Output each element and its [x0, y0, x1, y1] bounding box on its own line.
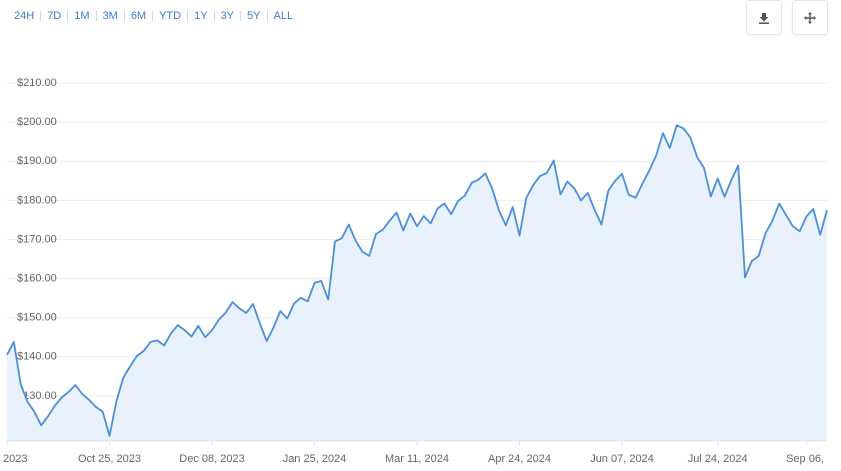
line	[6, 124, 828, 437]
x-tick-label: Oct 25, 2023	[78, 453, 141, 465]
x-tick-label: Dec 08, 2023	[179, 453, 244, 465]
range-button[interactable]: 1M	[74, 10, 90, 22]
separator	[266, 11, 268, 21]
separator	[240, 11, 242, 21]
separator	[123, 11, 125, 21]
y-tick-label: $150.00	[17, 312, 57, 324]
separator	[67, 11, 69, 21]
separator	[40, 11, 42, 21]
x-tick-label: 2023	[3, 453, 27, 465]
range-button[interactable]: 3M	[102, 10, 118, 22]
x-tick-label: Jan 25, 2024	[283, 453, 347, 465]
x-tick-label: Mar 11, 2024	[385, 453, 449, 465]
range-button[interactable]: ALL	[273, 10, 294, 22]
separator	[95, 11, 97, 21]
area	[7, 125, 827, 441]
range-selector: 24H 7D 1M 3M 6M YTD 1Y 3Y 5Y ALL	[8, 10, 299, 22]
range-button[interactable]: 6M	[130, 10, 147, 22]
separator	[152, 11, 154, 21]
y-tick-label: $210.00	[17, 77, 57, 89]
x-tick-label: Sep 06,	[786, 453, 824, 465]
range-button[interactable]: 3Y	[220, 10, 235, 22]
x-tick-label: Apr 24, 2024	[488, 453, 551, 465]
range-button[interactable]: 7D	[47, 10, 62, 22]
range-button[interactable]: 24H	[14, 10, 35, 22]
download-button[interactable]	[746, 0, 782, 35]
y-tick-label: $190.00	[17, 155, 57, 167]
x-tick-label: Jul 24, 2024	[688, 453, 748, 465]
y-tick-label: $170.00	[17, 233, 57, 245]
move-icon	[804, 11, 816, 24]
y-tick-label: $160.00	[17, 272, 57, 284]
y-tick-label: $180.00	[17, 194, 57, 206]
range-button[interactable]: 5Y	[247, 10, 261, 22]
y-tick-label: $200.00	[17, 116, 57, 128]
download-icon	[759, 12, 769, 24]
separator	[187, 11, 189, 21]
x-tick-label: Jun 07, 2024	[590, 453, 654, 465]
range-button[interactable]: 1Y	[194, 10, 208, 22]
separator	[213, 11, 215, 21]
move-button[interactable]	[792, 0, 828, 35]
range-button[interactable]: YTD	[159, 10, 182, 22]
y-tick-label: $140.00	[17, 351, 57, 363]
